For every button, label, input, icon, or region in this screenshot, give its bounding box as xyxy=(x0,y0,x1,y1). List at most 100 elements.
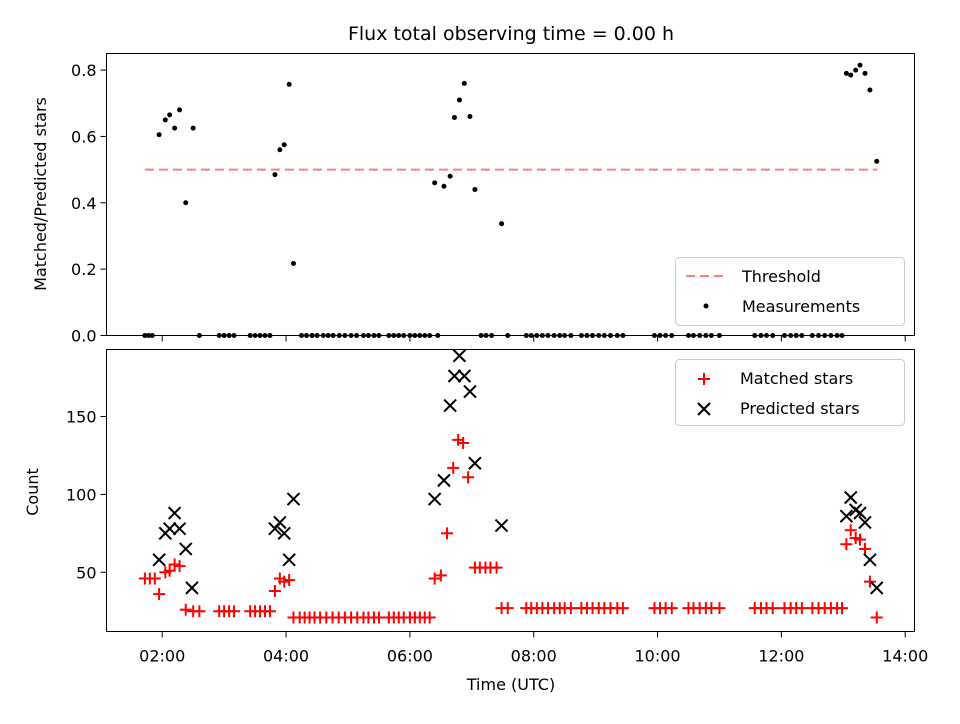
measurement-point xyxy=(867,87,873,93)
measurement-point xyxy=(752,333,758,338)
measurement-point xyxy=(190,125,196,131)
measurement-point xyxy=(281,142,287,148)
measurement-point xyxy=(277,147,283,153)
measurement-point xyxy=(839,333,845,338)
measurement-point xyxy=(590,333,596,338)
measurement-point xyxy=(809,333,815,338)
measurement-point xyxy=(686,333,692,338)
matched-star-point xyxy=(457,436,470,449)
predicted-star-point xyxy=(437,473,451,488)
predicted-star-point xyxy=(185,581,199,595)
ratio-legend-box xyxy=(675,257,905,326)
count-plot-panel: 50 100 150 02:00 04:00 06:00 08:00 10:00 12:00 1… xyxy=(23,349,928,694)
predicted-star-point xyxy=(839,509,854,523)
measurement-point xyxy=(489,333,495,338)
matched-star-point xyxy=(228,605,241,618)
measurement-point xyxy=(596,333,602,338)
matched-star-point xyxy=(163,564,176,577)
measurement-point xyxy=(557,333,563,338)
measurement-point xyxy=(401,333,407,338)
measurement-point xyxy=(816,333,822,338)
measurement-point xyxy=(371,333,377,338)
measurement-point xyxy=(167,112,173,118)
ratio-x-axis-ticks xyxy=(161,335,906,342)
matched-star-point xyxy=(564,602,577,615)
measurement-point xyxy=(539,333,545,338)
measurement-point xyxy=(441,183,447,189)
measurement-point xyxy=(348,333,354,338)
count-plot-frame xyxy=(106,349,915,632)
measurement-point xyxy=(451,115,457,121)
measurement-point xyxy=(196,333,202,338)
measurement-point xyxy=(407,333,413,338)
measurement-point xyxy=(267,333,273,338)
ratio-plot-frame xyxy=(106,53,915,336)
predicted-star-point xyxy=(468,456,482,470)
ratio-y-tick-label: 0.0 xyxy=(71,327,96,346)
measurement-point xyxy=(764,333,770,338)
predicted-star-point xyxy=(286,492,301,506)
measurement-point xyxy=(843,70,849,76)
measurement-point xyxy=(342,333,348,338)
measurement-point xyxy=(149,333,155,338)
measurement-point xyxy=(422,333,428,338)
measurement-point xyxy=(568,333,574,338)
x-tick-label: 14:00 xyxy=(882,647,928,666)
ratio-y-axis: 0.0 0.2 0.4 0.6 0.8 xyxy=(71,61,107,346)
measurement-point xyxy=(376,333,382,338)
measurement-point xyxy=(478,333,484,338)
measurement-point xyxy=(669,333,675,338)
measurement-point xyxy=(162,117,168,123)
count-y-tick-label: 150 xyxy=(66,407,97,426)
measurement-point xyxy=(534,333,540,338)
measurement-point xyxy=(303,333,309,338)
predicted-star-point xyxy=(463,384,477,399)
measurement-point xyxy=(461,80,467,86)
x-tick-label: 10:00 xyxy=(634,647,680,666)
measurement-points xyxy=(142,62,880,338)
matched-star-point xyxy=(173,560,186,573)
measurement-point xyxy=(432,180,438,186)
measurement-point xyxy=(614,333,620,338)
measurement-point xyxy=(320,333,326,338)
matched-star-point xyxy=(836,602,849,615)
predicted-star-point xyxy=(457,369,472,383)
measurement-point xyxy=(336,333,342,338)
measurement-point xyxy=(365,333,371,338)
count-legend: Matched stars Predicted stars xyxy=(675,359,905,426)
measurement-point xyxy=(483,333,489,338)
measurement-point xyxy=(252,333,258,338)
matched-star-point xyxy=(501,602,514,615)
legend-measurements-label: Measurements xyxy=(742,297,860,316)
ratio-y-tick-label: 0.2 xyxy=(71,260,96,279)
measurement-point xyxy=(528,333,534,338)
predicted-star-point xyxy=(167,506,182,520)
x-tick-label: 04:00 xyxy=(263,647,309,666)
ratio-plot-panel: 0.00.20.40.60.8 Matched/Predicted stars … xyxy=(31,53,915,346)
measurement-point xyxy=(231,333,237,338)
matched-star-point xyxy=(863,575,876,588)
matched-stars-points xyxy=(138,433,883,624)
measurement-point xyxy=(697,333,703,338)
matched-star-point xyxy=(766,602,779,615)
measurement-point xyxy=(142,333,148,338)
measurement-point xyxy=(857,62,863,68)
measurement-point xyxy=(257,333,263,338)
measurement-point xyxy=(330,333,336,338)
measurement-point xyxy=(427,333,433,338)
measurement-point xyxy=(562,333,568,338)
measurement-point xyxy=(177,107,183,113)
measurement-point xyxy=(799,333,805,338)
legend-matched-swatch xyxy=(698,373,710,385)
measurement-point xyxy=(874,158,880,164)
legend-matched-label: Matched stars xyxy=(740,369,853,388)
predicted-star-point xyxy=(870,581,884,595)
measurement-point xyxy=(584,333,590,338)
measurement-point xyxy=(435,333,441,338)
matched-star-point xyxy=(193,605,206,618)
measurement-point xyxy=(286,81,292,87)
measurement-point xyxy=(853,67,859,73)
measurement-point xyxy=(386,333,392,338)
measurement-point xyxy=(183,200,189,206)
predicted-star-point xyxy=(282,553,296,567)
